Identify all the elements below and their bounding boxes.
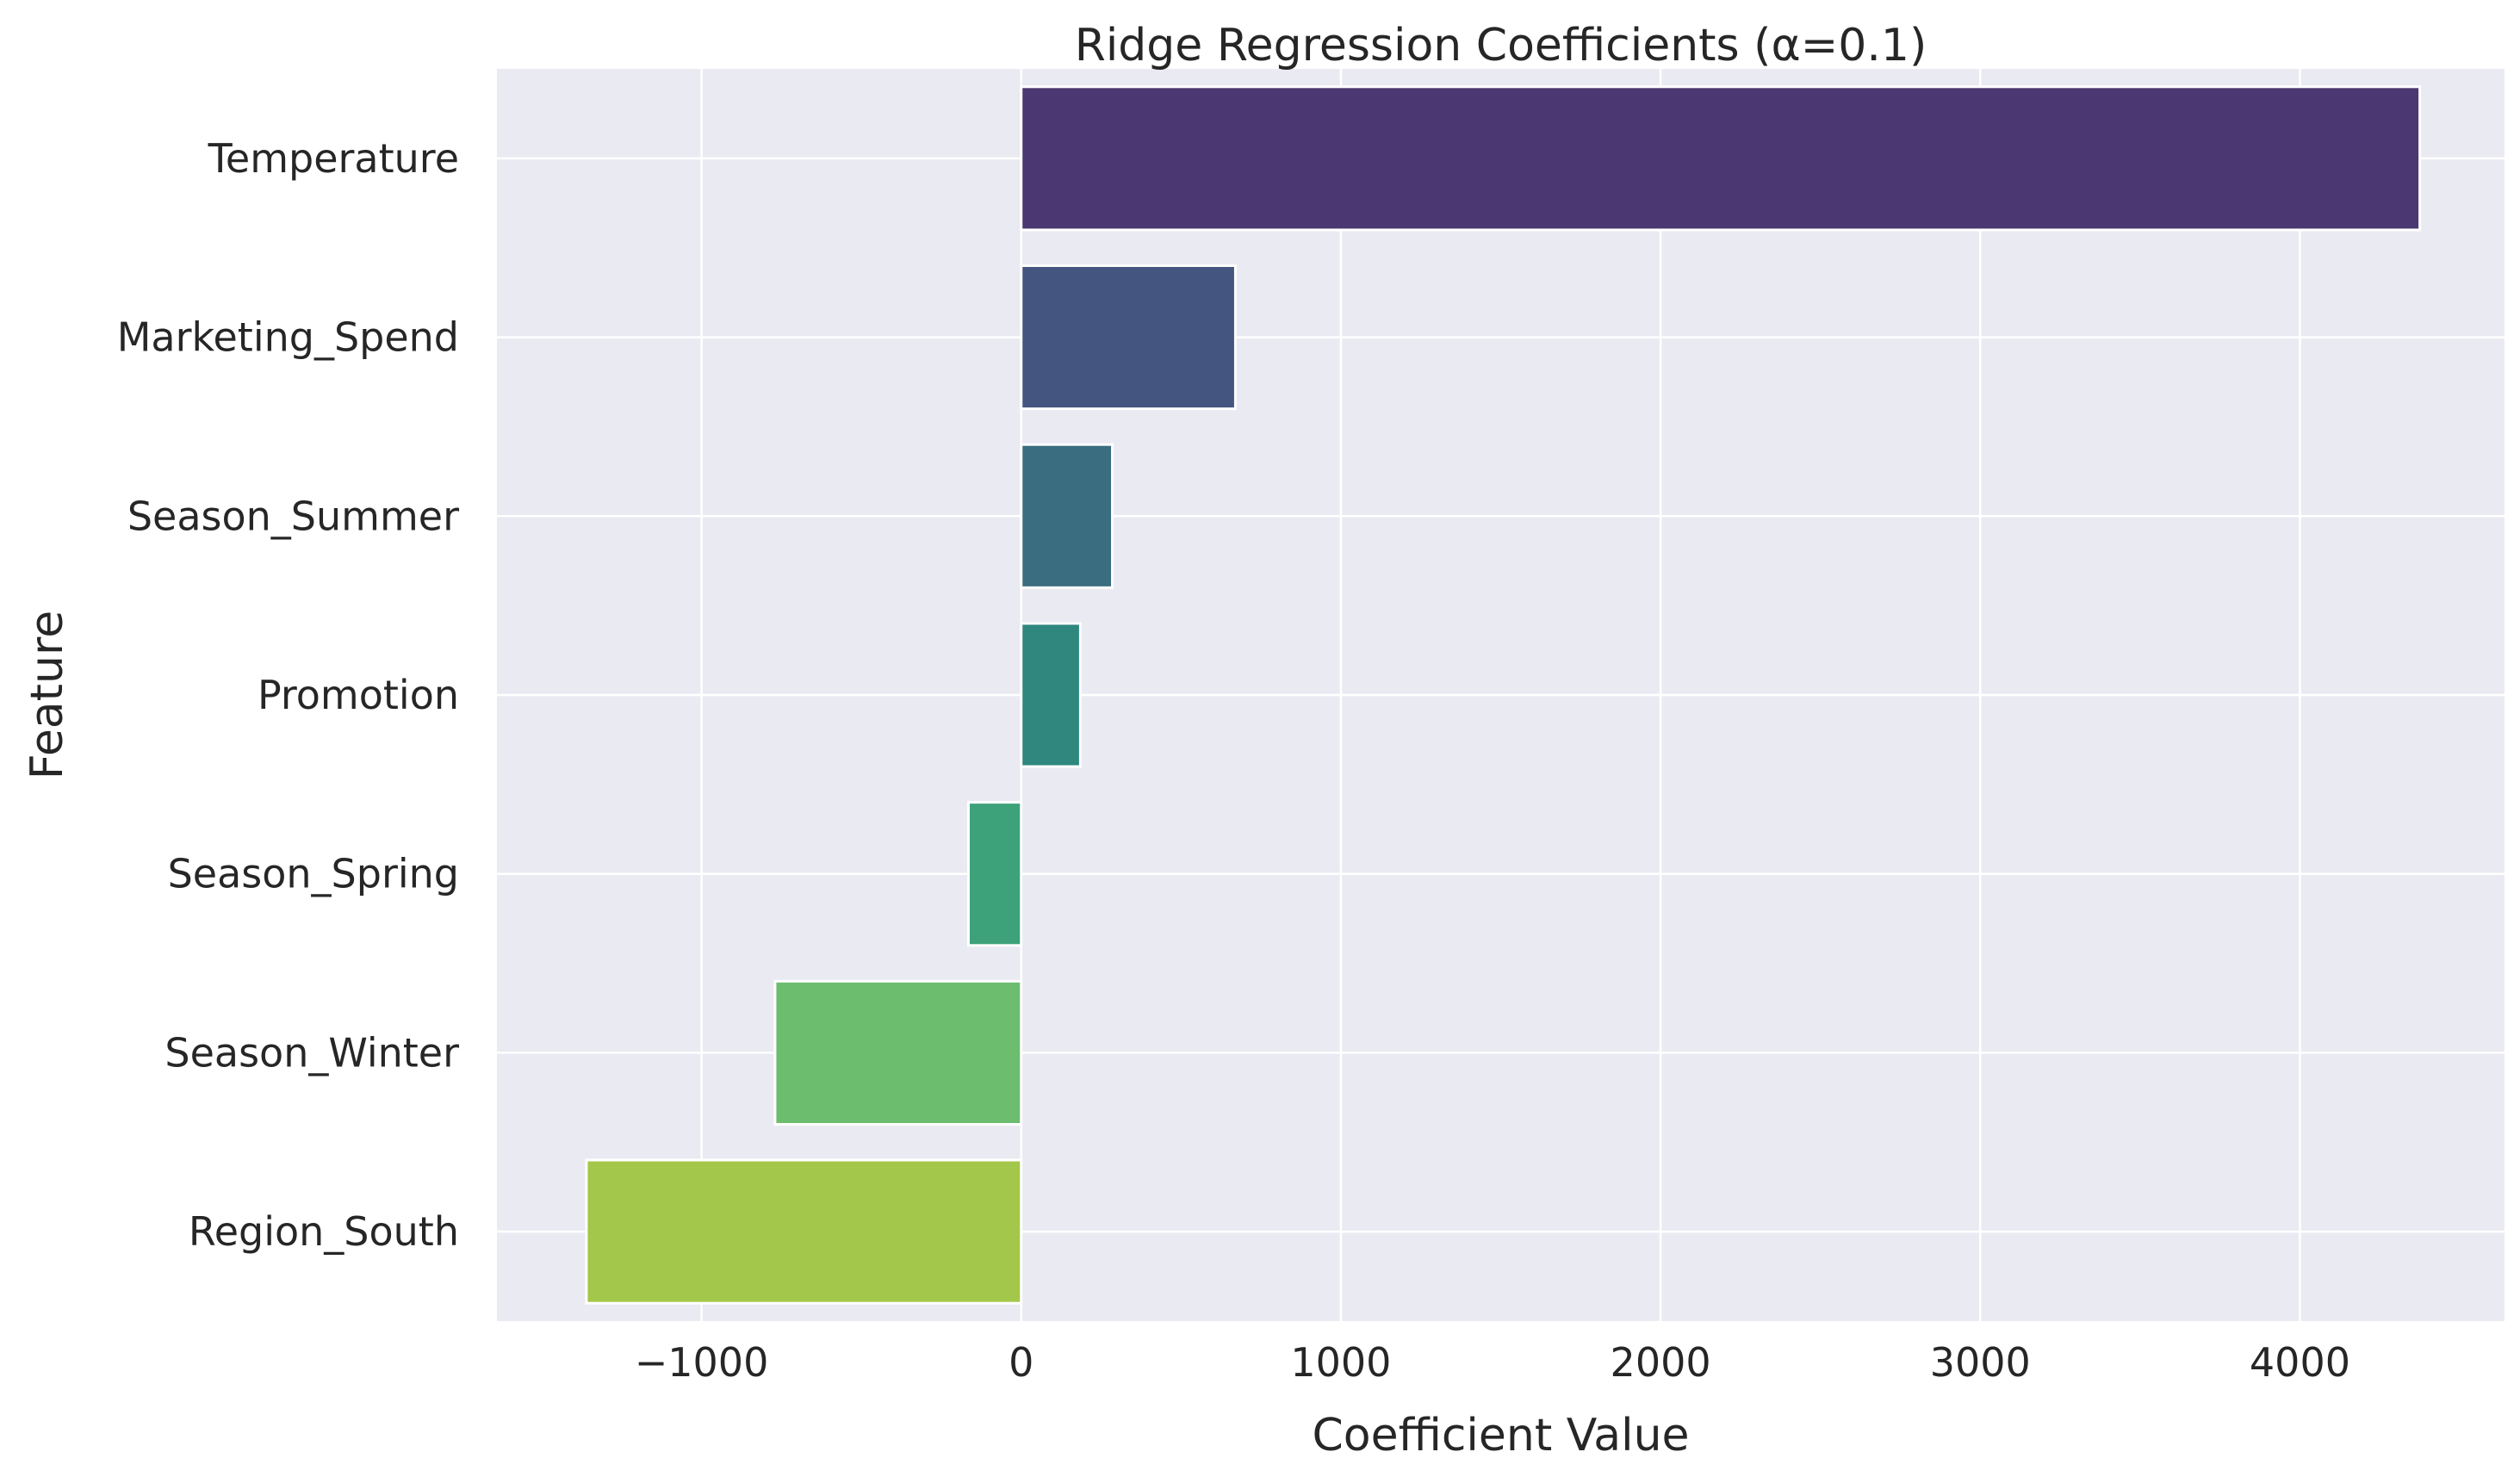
x-tick-label: 2000	[1611, 1339, 1711, 1386]
x-axis-label: Coefficient Value	[1312, 1410, 1689, 1461]
x-tick-label: 4000	[2250, 1339, 2350, 1386]
bar-season-winter	[773, 979, 1023, 1126]
bar-region-south	[585, 1158, 1023, 1305]
bars	[585, 85, 2422, 1305]
bar-temperature	[1020, 85, 2422, 232]
x-tick-label: 1000	[1290, 1339, 1391, 1386]
y-tick-label: Season_Winter	[164, 1029, 459, 1076]
x-tick-label: 3000	[1930, 1339, 2031, 1386]
chart-title: Ridge Regression Coefficients (α=0.1)	[1075, 20, 1927, 71]
y-tick-label: Season_Summer	[127, 493, 459, 539]
y-axis-label: Feature	[22, 611, 73, 780]
y-axis-ticks: Temperature Marketing_Spend Season_Summer P…	[117, 135, 459, 1255]
y-tick-label: Region_South	[189, 1208, 459, 1255]
bar-season-summer	[1020, 443, 1114, 589]
y-tick-label: Season_Spring	[168, 851, 459, 897]
y-tick-label: Marketing_Spend	[117, 314, 459, 361]
y-tick-label: Temperature	[208, 135, 459, 182]
bar-promotion	[1020, 622, 1082, 768]
x-axis-ticks: −1000 0 1000 2000 3000 4000	[635, 1339, 2350, 1386]
x-tick-label: 0	[1009, 1339, 1033, 1386]
y-tick-label: Promotion	[258, 672, 459, 718]
x-tick-label: −1000	[635, 1339, 769, 1386]
bar-season-spring	[966, 801, 1023, 947]
bar-marketing-spend	[1020, 264, 1237, 411]
